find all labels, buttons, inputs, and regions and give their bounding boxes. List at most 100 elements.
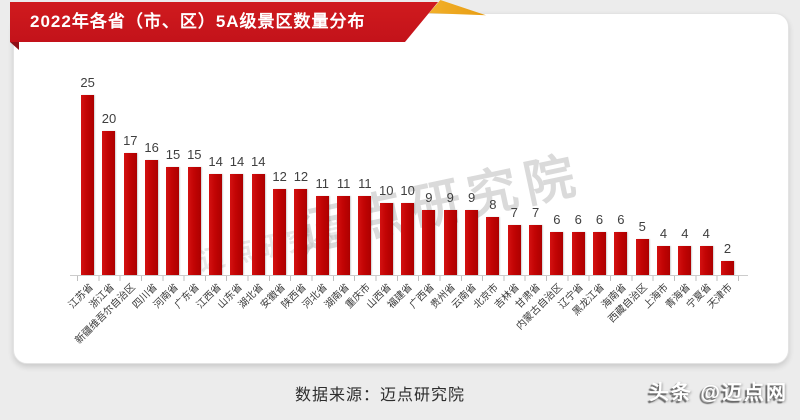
bar [166,167,180,275]
bar-column: 5 [632,75,653,275]
bar [507,224,521,275]
bar-column: 15 [162,75,183,275]
bar-value-label: 11 [358,175,372,191]
x-axis-ticks [77,276,740,281]
bar-column: 6 [610,75,631,275]
bar-column: 7 [504,75,525,275]
bar-value-label: 9 [446,190,454,206]
bar-value-label: 20 [101,111,117,126]
bar-value-label: 14 [229,154,245,170]
bar-column: 11 [312,75,333,275]
bar-column: 9 [461,75,482,275]
bar-column: 4 [674,75,695,275]
bar-value-label: 9 [467,190,476,206]
bar-value-label: 12 [272,168,287,184]
bar-value-label: 15 [165,147,181,162]
bar [657,246,671,275]
bar-value-label: 15 [187,147,202,162]
bar [699,246,713,275]
bar-value-label: 6 [553,211,561,227]
bar-column: 12 [269,75,290,275]
bar-column: 4 [653,75,674,275]
bar-value-label: 4 [681,226,689,242]
bar-value-label: 14 [208,154,223,170]
bar [593,231,607,275]
bar [187,167,201,275]
bar [486,217,500,275]
bar-chart: 25 20 17 16 15 15 14 14 14 12 12 11 11 11 10 10 9 9 9 8 7 7 6 6… [77,75,738,275]
bar [294,188,308,275]
bar [635,239,649,275]
bar-value-label: 11 [315,175,330,191]
bar [337,195,351,275]
bar-column: 11 [333,75,354,275]
bar-value-label: 10 [400,183,415,198]
bar-value-label: 10 [379,183,394,198]
bar-value-label: 14 [251,154,266,170]
bar-value-label: 6 [574,211,582,227]
brand-watermark: 头条 @迈点网 [648,382,788,404]
data-source-text: 数据来源：迈点研究院 [294,387,465,404]
bar-value-label: 25 [80,75,95,90]
bar-column: 11 [354,75,375,275]
bar [614,231,628,275]
bar [678,246,692,275]
bar [465,210,479,275]
ribbon-fold [10,42,19,50]
bar [81,95,95,275]
bar-value-label: 12 [293,168,309,184]
bar-value-label: 2 [723,240,732,256]
bar-column: 6 [546,75,567,275]
chart-title: 2022年各省（市、区）5A级景区数量分布 [30,12,366,31]
bar-column: 17 [120,75,141,275]
x-axis-line [70,275,748,276]
bar [251,174,265,275]
bar-column: 6 [589,75,610,275]
chart-card: 迈点研究院 迈点研究院 [13,13,789,364]
bar-value-label: 6 [617,211,625,227]
footer: 数据来源：迈点研究院 头条 @迈点网 [0,362,800,420]
bar-column: 15 [184,75,205,275]
bar [379,203,393,275]
bar-column: 16 [141,75,162,275]
bar [123,152,137,275]
bar-value-label: 4 [702,226,710,242]
bar-value-label: 9 [425,190,433,206]
bar-column: 9 [440,75,461,275]
bar-column: 14 [248,75,269,275]
bar [443,210,457,275]
bar [273,188,287,275]
bar-column: 20 [98,75,119,275]
bar-column: 8 [482,75,503,275]
bar [209,174,223,275]
bar [401,203,415,275]
bar-value-label: 7 [531,204,540,220]
bar-column: 14 [205,75,226,275]
bar-column: 25 [77,75,98,275]
bar-column: 6 [568,75,589,275]
title-banner: 2022年各省（市、区）5A级景区数量分布 [10,2,438,42]
bar [145,159,159,275]
bar-column: 12 [290,75,311,275]
bar-column: 10 [376,75,397,275]
bar-column: 10 [397,75,418,275]
bar [571,231,585,275]
bar-value-label: 6 [595,211,604,227]
bar [721,260,734,275]
bar-value-label: 17 [123,132,138,148]
bar-value-label: 8 [489,197,497,213]
bar-column: 14 [226,75,247,275]
bar-column: 2 [717,75,738,275]
bar-value-label: 16 [144,139,159,155]
bar-column: 7 [525,75,546,275]
bar [230,174,244,275]
bar [422,210,436,275]
bar-value-label: 5 [638,219,646,234]
bar [358,195,372,275]
bar [550,231,564,275]
bar-value-label: 4 [659,226,668,242]
bar-value-label: 11 [336,175,351,191]
bar-column: 9 [418,75,439,275]
bar [102,131,116,275]
